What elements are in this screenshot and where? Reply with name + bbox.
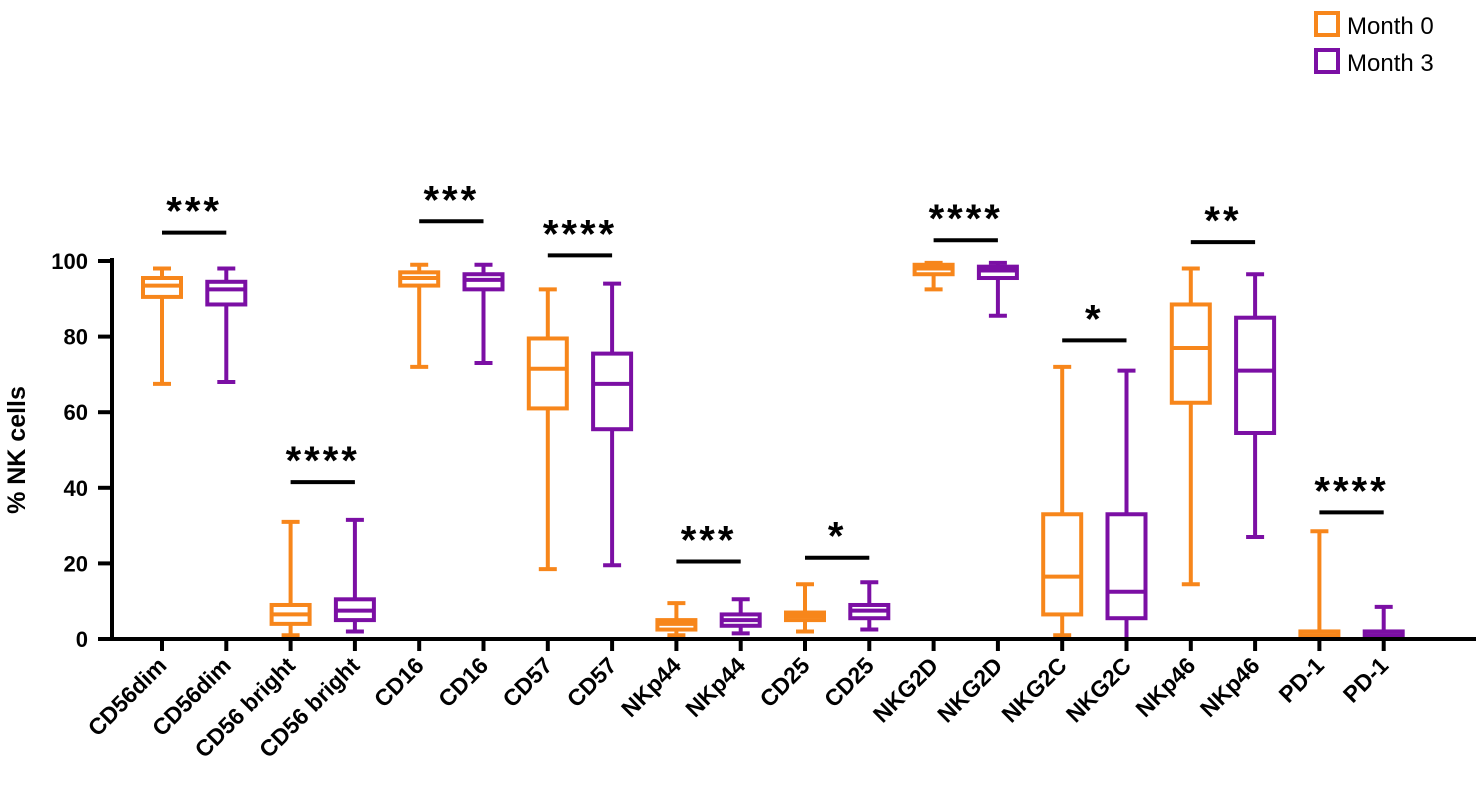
box-cd56-bright-month-0 [269,519,312,638]
x-label-cd57-month-3: CD57 [562,652,622,712]
box-nkp44-month-0 [655,601,698,638]
box-cd25-month-0 [784,582,826,634]
x-label-nkp46-month-3: NKp46 [1195,652,1265,722]
box-cd16-month-0 [398,262,441,369]
y-tick-label-80: 80 [64,325,88,350]
sig-label-cd56dim: *** [166,190,222,234]
sig-label-pd-1: **** [1314,469,1388,513]
iqr-box-cd57-month-0 [526,336,569,411]
iqr-box-cd57-month-3 [591,351,634,432]
y-axis-title: % NK cells [3,386,31,514]
x-label-cd25-month-3: CD25 [819,652,879,712]
iqr-box-nkp46-month-3 [1234,315,1277,435]
box-nkg2d-month-3 [976,260,1019,318]
y-tick-label-40: 40 [64,476,88,501]
x-label-nkp46-month-0: NKp46 [1130,652,1200,722]
x-label-cd16-month-0: CD16 [369,652,429,712]
x-label-cd25-month-0: CD25 [755,652,815,712]
x-label-cd16-month-3: CD16 [433,652,493,712]
sig-label-nkp44: *** [681,519,737,563]
legend-label-month-0: Month 0 [1347,13,1434,40]
x-label-pd-1-month-0: PD-1 [1273,652,1329,708]
box-nkp44-month-3 [719,597,762,636]
x-label-pd-1-month-3: PD-1 [1338,652,1394,708]
x-label-cd57-month-0: CD57 [497,652,557,712]
sig-label-nkp46: ** [1204,199,1241,243]
box-cd57-month-3 [591,281,634,568]
x-label-nkp44-month-0: NKp44 [616,652,686,722]
iqr-box-nkp46-month-0 [1169,302,1212,405]
box-nkp46-month-0 [1169,266,1212,587]
iqr-box-cd56dim-month-3 [205,279,248,307]
legend-swatch-month-0 [1314,11,1340,37]
sig-label-cd16: *** [423,178,479,222]
box-nkg2d-month-0 [912,260,955,292]
x-label-nkg2c-month-3: NKG2C [1061,652,1136,727]
sig-label-cd56-bright: **** [286,439,360,483]
y-tick-label-100: 100 [51,249,88,274]
iqr-box-nkg2c-month-3 [1105,512,1148,621]
significance-layer: ***************** ************ [162,178,1388,564]
box-layer [141,260,1405,641]
box-cd56dim-month-3 [205,266,248,384]
box-nkg2c-month-0 [1041,364,1084,638]
sig-label-cd25: * [828,515,847,559]
x-label-nkg2c-month-0: NKG2C [996,652,1071,727]
sig-label-nkg2d: **** [929,197,1003,241]
box-cd56-bright-month-3 [333,517,376,634]
x-label-nkg2d-month-0: NKG2D [868,652,943,727]
legend-label-month-3: Month 3 [1347,50,1434,77]
legend: Month 0 Month 3 [1314,11,1434,77]
box-cd56dim-month-0 [141,266,183,386]
y-tick-label-20: 20 [64,551,88,576]
y-tick-label-0: 0 [76,627,88,652]
box-pd-1-month-3 [1362,604,1405,641]
y-tick-label-60: 60 [64,400,88,425]
x-label-nkp44-month-3: NKp44 [680,652,750,722]
legend-swatch-month-3 [1314,48,1340,74]
iqr-box-nkg2c-month-0 [1041,512,1084,617]
box-cd57-month-0 [526,287,569,572]
x-label-nkg2d-month-3: NKG2D [932,652,1007,727]
sig-label-nkg2c: * [1085,297,1104,341]
box-cd25-month-3 [848,580,891,632]
box-pd-1-month-0 [1298,529,1341,641]
sig-label-cd57: **** [543,212,617,256]
box-nkp46-month-3 [1234,272,1277,539]
box-nkg2c-month-3 [1105,368,1148,641]
box-cd16-month-3 [462,262,505,366]
